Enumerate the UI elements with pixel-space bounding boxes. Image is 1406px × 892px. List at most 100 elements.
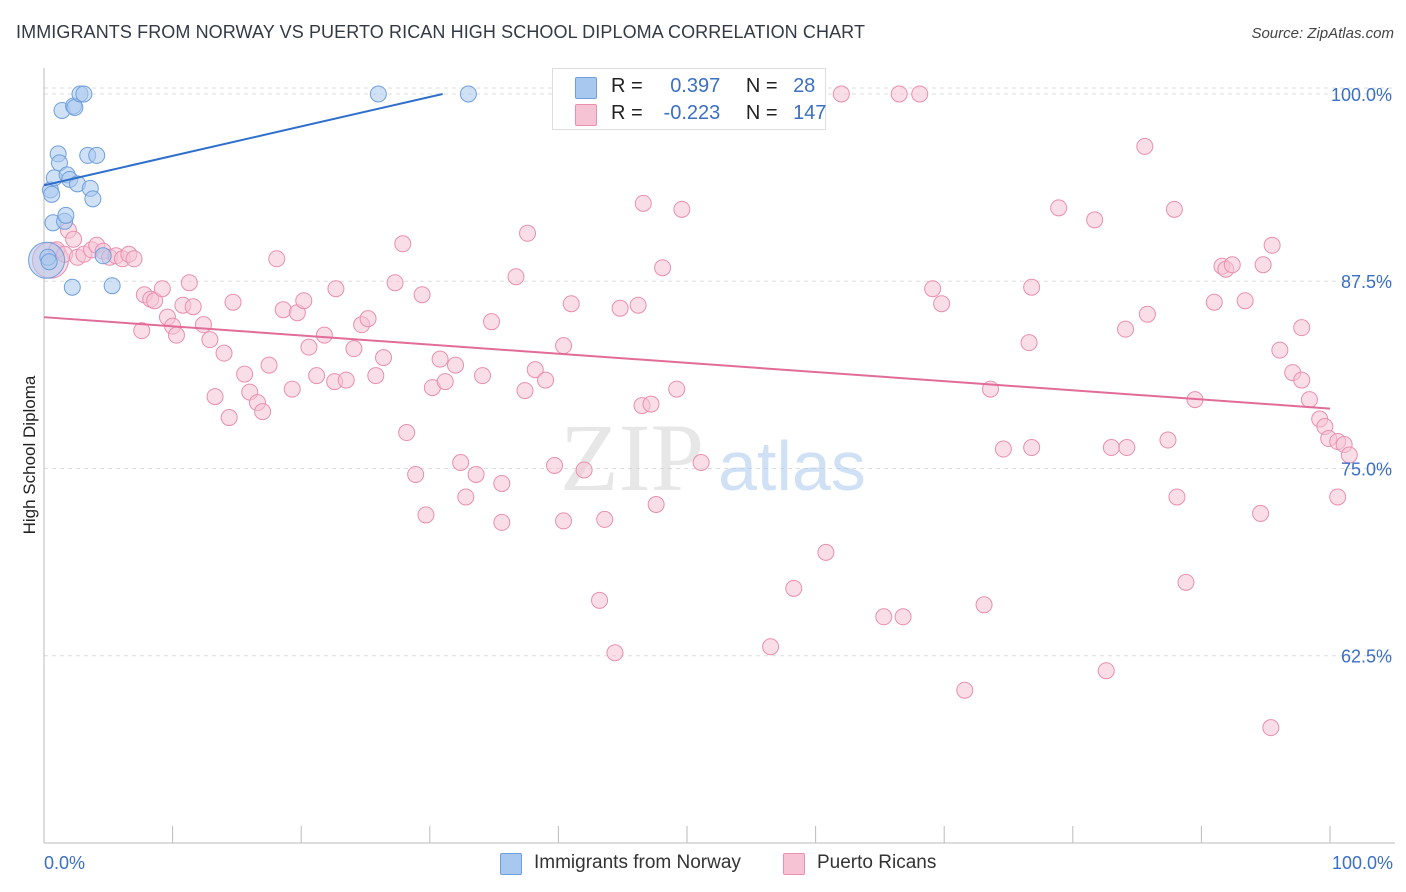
data-point [43, 185, 61, 203]
data-point [673, 200, 691, 218]
data-point [1136, 137, 1154, 155]
data-point [642, 395, 660, 413]
data-point [50, 154, 68, 172]
n-value: 28 [793, 75, 816, 97]
data-point [647, 495, 665, 513]
data-point [611, 299, 629, 317]
data-point [315, 326, 333, 344]
data-point [493, 474, 511, 492]
data-point [398, 424, 416, 442]
data-point [133, 322, 151, 340]
y-tick-label: 62.5% [1341, 647, 1392, 667]
data-point [526, 361, 544, 379]
r-value: 0.397 [670, 75, 721, 97]
data-point [832, 85, 850, 103]
data-point [606, 644, 624, 662]
data-point [295, 292, 313, 310]
data-point [337, 371, 355, 389]
data-point [88, 146, 106, 164]
data-point [201, 331, 219, 349]
data-point [457, 488, 475, 506]
data-point [817, 543, 835, 561]
data-point [1165, 200, 1183, 218]
data-point [459, 85, 477, 103]
data-point [1293, 371, 1311, 389]
chart-title: IMMIGRANTS FROM NORWAY VS PUERTO RICAN H… [16, 22, 866, 42]
data-point [1236, 292, 1254, 310]
data-point [507, 268, 525, 286]
data-point [546, 456, 564, 474]
data-point [447, 356, 465, 374]
correlation-legend: R = 0.397 N = 28 R = -0.223 N = 147 [552, 68, 826, 130]
data-point [254, 403, 272, 421]
tick-labels: 62.5% 75.0% 87.5% 100.0% 0.0% 100.0% [44, 85, 1393, 873]
data-point [65, 230, 83, 248]
data-point [327, 280, 345, 298]
r-label: R = [611, 102, 643, 124]
data-point [417, 506, 435, 524]
data-point [84, 190, 102, 208]
data-point [762, 638, 780, 656]
data-point [555, 512, 573, 530]
trend-line-puerto-ricans [43, 316, 1331, 410]
data-point [1271, 341, 1289, 359]
data-point [1159, 431, 1177, 449]
legend-swatch-blue [575, 77, 597, 99]
data-point [591, 591, 609, 609]
y-tick-label: 100.0% [1331, 85, 1392, 105]
data-point [369, 85, 387, 103]
data-point [1118, 439, 1136, 457]
data-point [537, 371, 555, 389]
data-point [493, 513, 511, 531]
data-point [1340, 446, 1358, 464]
data-point [692, 453, 710, 471]
x-tick-label: 100.0% [1332, 853, 1393, 873]
legend-stats-norway: R = 0.397 N = 28 [611, 75, 815, 98]
data-point [206, 388, 224, 406]
y-tick-label: 87.5% [1341, 272, 1392, 292]
data-point [924, 280, 942, 298]
source-label: Source: ZipAtlas.com [1251, 25, 1394, 42]
data-point [431, 350, 449, 368]
data-point [994, 440, 1012, 458]
data-point [215, 344, 233, 362]
n-label: N = [745, 102, 778, 124]
x-tick-label: 0.0% [44, 853, 85, 873]
data-point [1262, 719, 1280, 737]
data-point [194, 316, 212, 334]
n-value: 147 [793, 102, 827, 124]
data-point [220, 409, 238, 427]
data-point [1050, 199, 1068, 217]
data-point [153, 280, 171, 298]
data-point [1097, 662, 1115, 680]
data-point [407, 465, 425, 483]
data-point [890, 85, 908, 103]
data-point [596, 510, 614, 528]
data-point [1138, 305, 1156, 323]
data-point [634, 194, 652, 212]
trend-line-norway [43, 93, 443, 187]
data-point [933, 295, 951, 313]
watermark-zip: ZIP [560, 404, 704, 511]
n-label: N = [745, 75, 778, 97]
data-point [1252, 504, 1270, 522]
data-point [467, 465, 485, 483]
data-point [1329, 488, 1347, 506]
data-point [40, 253, 58, 271]
data-point [283, 380, 301, 398]
data-point [1023, 278, 1041, 296]
data-point [1020, 334, 1038, 352]
data-point [359, 310, 377, 328]
data-point [375, 349, 393, 367]
data-point [260, 356, 278, 374]
data-point [236, 365, 254, 383]
data-point [516, 382, 534, 400]
data-point [1086, 211, 1104, 229]
data-point [308, 367, 326, 385]
watermark: ZIP atlas [560, 404, 866, 511]
data-point [184, 298, 202, 316]
r-label: R = [611, 75, 643, 97]
data-point [555, 337, 573, 355]
watermark-atlas: atlas [718, 427, 866, 505]
